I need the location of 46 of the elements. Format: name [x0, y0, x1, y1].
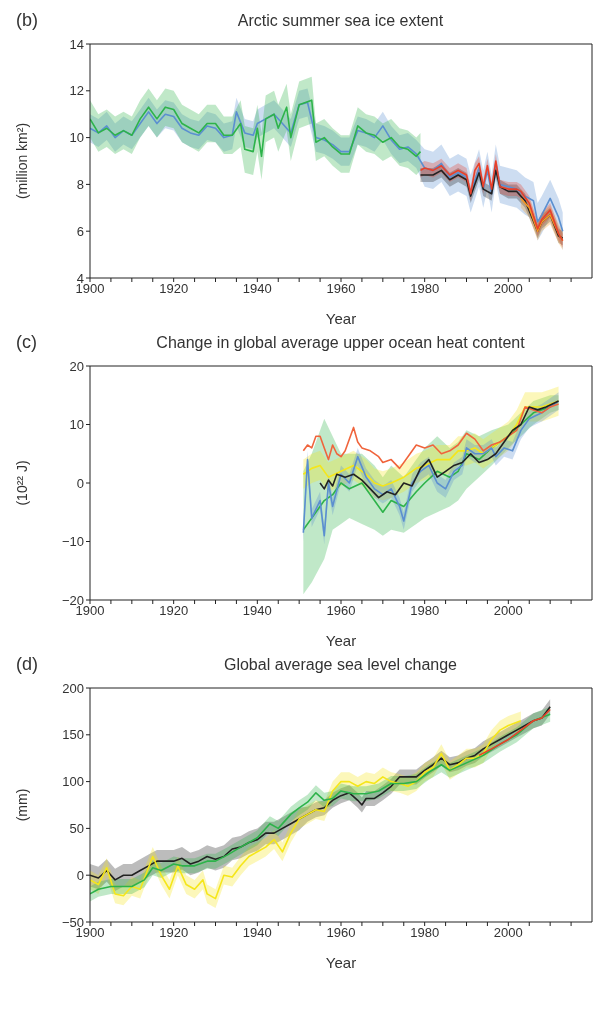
- x-tick-label: 1960: [326, 281, 356, 297]
- x-tick-label: 2000: [493, 603, 523, 619]
- y-tick-label: 150: [62, 727, 84, 743]
- line-series: [302, 403, 560, 470]
- y-tick-label: 6: [76, 223, 84, 239]
- x-tick-label: 1960: [326, 925, 356, 941]
- y-tick-label: 100: [62, 774, 84, 790]
- y-axis-title: (mm): [13, 788, 30, 822]
- y-tick-label: 8: [76, 177, 84, 193]
- x-tick-label: 1980: [410, 603, 440, 619]
- x-tick-label: 1940: [242, 925, 272, 941]
- x-tick-label: 1980: [410, 281, 440, 297]
- line-series: [478, 708, 551, 757]
- x-axis-title: Year: [325, 632, 357, 649]
- x-tick-label: 1940: [242, 281, 272, 297]
- line-series: [90, 99, 422, 158]
- y-tick-label: −10: [61, 534, 84, 550]
- y-tick-label: 10: [69, 130, 84, 146]
- chart-title: Arctic summer sea ice extent: [236, 12, 445, 30]
- y-tick-label: 20: [69, 358, 84, 374]
- x-tick-label: 1920: [159, 603, 189, 619]
- x-axis-title: Year: [325, 954, 357, 971]
- y-tick-label: 0: [76, 867, 84, 883]
- x-tick-label: 2000: [493, 281, 523, 297]
- line-series: [319, 400, 560, 499]
- y-tick-label: 50: [69, 821, 84, 837]
- y-tick-label: 0: [76, 475, 84, 491]
- chart-title: Global average sea level change: [222, 656, 458, 674]
- text: (c): [16, 332, 37, 353]
- y-axis-title: (million km²): [13, 122, 30, 200]
- y-tick-label: 200: [62, 680, 84, 696]
- line-series: [90, 101, 564, 232]
- y-tick-label: 14: [69, 36, 84, 52]
- x-axis-title: Year: [325, 310, 357, 327]
- y-tick-label: 10: [69, 417, 84, 433]
- y-tick-label: 12: [69, 83, 84, 99]
- y-axis-title: (10²² J): [13, 460, 30, 506]
- x-tick-label: 1920: [159, 925, 189, 941]
- x-tick-label: 1980: [410, 925, 440, 941]
- chart-title: Change in global average upper ocean heat content: [155, 334, 526, 352]
- x-tick-label: 1920: [159, 281, 189, 297]
- x-tick-label: 2000: [493, 925, 523, 941]
- x-tick-label: 1940: [242, 603, 272, 619]
- x-tick-label: 1960: [326, 603, 356, 619]
- text: (b): [16, 10, 38, 31]
- text: (d): [16, 654, 38, 675]
